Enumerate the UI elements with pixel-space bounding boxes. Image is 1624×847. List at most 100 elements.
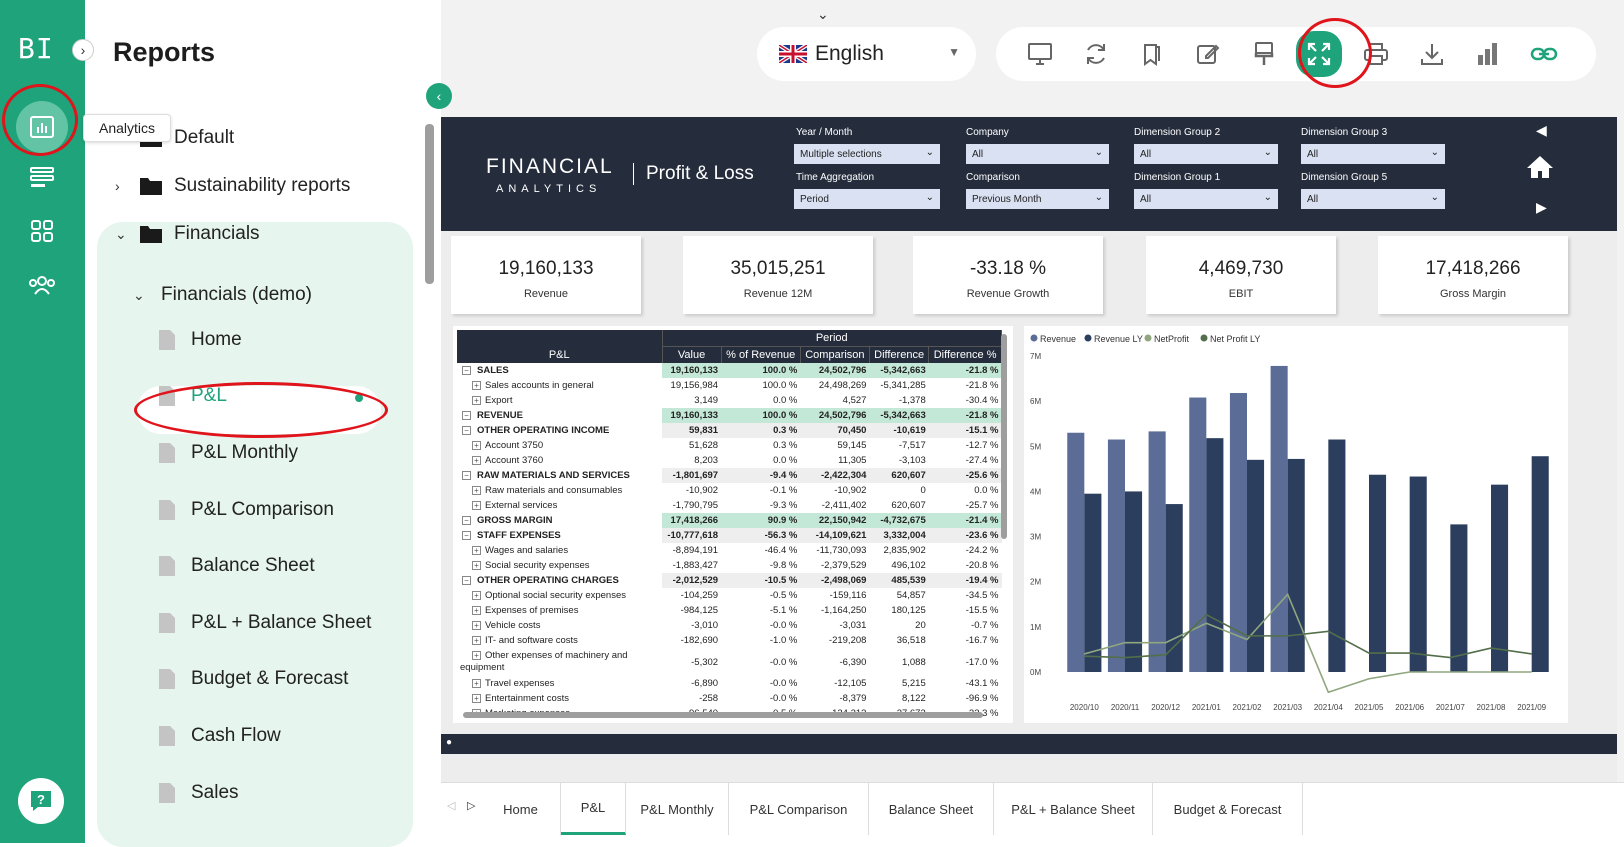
expand-row-icon[interactable]: + — [472, 606, 481, 615]
table-row[interactable]: − OTHER OPERATING CHARGES -2,012,529 -10.5 … — [457, 573, 1002, 588]
tab-balance-sheet[interactable]: Balance Sheet — [869, 783, 994, 835]
table-row[interactable]: + Raw materials and consumables -10,902 -0.… — [457, 483, 1002, 498]
table-row[interactable]: − STAFF EXPENSES -10,777,618 -56.3 % -14,109… — [457, 528, 1002, 543]
report-item[interactable]: P&L + Balance Sheet — [158, 612, 371, 634]
report-item[interactable]: Budget & Forecast — [158, 668, 348, 690]
collapse-row-icon[interactable]: − — [462, 471, 471, 480]
expand-row-icon[interactable]: + — [472, 561, 481, 570]
tab-p-l-comparison[interactable]: P&L Comparison — [729, 783, 869, 835]
table-row[interactable]: + Other expenses of machinery and equipme… — [457, 648, 1002, 676]
collapse-panel-button[interactable]: ‹ — [426, 83, 452, 109]
analyze-button[interactable] — [1470, 36, 1506, 72]
folder-item[interactable]: ⌄ Financials (demo) — [133, 284, 312, 306]
expand-row-icon[interactable]: + — [472, 694, 481, 703]
footer-info-icon[interactable]: ● — [446, 737, 453, 748]
column-header[interactable]: Comparison — [800, 346, 870, 363]
theme-button[interactable] — [1246, 36, 1282, 72]
filter-dropdown[interactable]: All ⌄ — [1301, 144, 1445, 164]
rail-list-button[interactable] — [22, 163, 62, 193]
report-item[interactable]: Balance Sheet — [158, 555, 315, 577]
tab-home[interactable]: Home — [481, 783, 561, 835]
chevron-down-icon[interactable]: ⌄ — [133, 286, 145, 303]
expand-row-icon[interactable]: + — [472, 679, 481, 688]
table-row[interactable]: + Export 3,149 0.0 % 4,527 -1,378 -30.4 % — [457, 393, 1002, 408]
tab-budget-forecast[interactable]: Budget & Forecast — [1153, 783, 1303, 835]
tab-scroll-right-icon[interactable]: ▷ — [467, 800, 476, 812]
expand-row-icon[interactable]: + — [472, 636, 481, 645]
table-row[interactable]: − OTHER OPERATING INCOME 59,831 0.3 % 70,450… — [457, 423, 1002, 438]
rail-analytics-button[interactable] — [16, 101, 68, 153]
help-button[interactable]: ? — [18, 778, 64, 824]
table-row[interactable]: + Expenses of premises -984,125 -5.1 % -1,16… — [457, 603, 1002, 618]
rail-expand-button[interactable]: › — [72, 39, 94, 61]
report-item[interactable]: P&L Monthly — [158, 442, 298, 464]
language-select[interactable]: English ▼ — [757, 27, 976, 81]
collapse-row-icon[interactable]: − — [462, 576, 471, 585]
filter-dropdown[interactable]: Period ⌄ — [794, 189, 940, 209]
filter-dropdown[interactable]: All ⌄ — [966, 144, 1109, 164]
table-v-scrollbar[interactable] — [1001, 334, 1007, 539]
expand-row-icon[interactable]: + — [472, 486, 481, 495]
column-header[interactable]: Difference — [869, 346, 930, 363]
share-link-button[interactable] — [1526, 36, 1562, 72]
table-row[interactable]: + Vehicle costs -3,010 -0.0 % -3,031 20 -0.7 % — [457, 618, 1002, 633]
tab-p-l-monthly[interactable]: P&L Monthly — [626, 783, 729, 835]
expand-row-icon[interactable]: + — [472, 546, 481, 555]
collapse-row-icon[interactable]: − — [462, 411, 471, 420]
table-row[interactable]: + Optional social security expenses -104,2… — [457, 588, 1002, 603]
chevron-down-icon[interactable]: ⌄ — [817, 6, 829, 22]
table-row[interactable]: + Wages and salaries -8,894,191 -46.4 % -11,… — [457, 543, 1002, 558]
table-h-scrollbar[interactable] — [463, 712, 983, 718]
report-item[interactable]: P&L — [158, 385, 363, 407]
present-button[interactable] — [1022, 36, 1058, 72]
table-row[interactable]: + Social security expenses -1,883,427 -9.8 … — [457, 558, 1002, 573]
next-page-icon[interactable]: ▶ — [1536, 199, 1547, 215]
expand-row-icon[interactable]: + — [472, 501, 481, 510]
column-header[interactable]: P&L — [457, 346, 663, 363]
expand-row-icon[interactable]: + — [472, 621, 481, 630]
expand-row-icon[interactable]: + — [472, 381, 481, 390]
expand-row-icon[interactable]: + — [472, 396, 481, 405]
column-header[interactable]: Value — [662, 346, 722, 363]
bookmark-button[interactable] — [1134, 36, 1170, 72]
refresh-button[interactable] — [1078, 36, 1114, 72]
table-row[interactable]: + External services -1,790,795 -9.3 % -2,411… — [457, 498, 1002, 513]
expand-row-icon[interactable]: + — [472, 651, 481, 660]
report-item[interactable]: P&L Comparison — [158, 499, 334, 521]
download-button[interactable] — [1414, 36, 1450, 72]
filter-dropdown[interactable]: All ⌄ — [1134, 144, 1278, 164]
collapse-row-icon[interactable]: − — [462, 531, 471, 540]
table-row[interactable]: − RAW MATERIALS AND SERVICES -1,801,697 -9.… — [457, 468, 1002, 483]
collapse-row-icon[interactable]: − — [462, 426, 471, 435]
expand-row-icon[interactable]: + — [472, 441, 481, 450]
expand-row-icon[interactable]: + — [472, 456, 481, 465]
edit-button[interactable] — [1190, 36, 1226, 72]
collapse-row-icon[interactable]: − — [462, 366, 471, 375]
report-item[interactable]: Home — [158, 329, 242, 351]
report-item[interactable]: Cash Flow — [158, 725, 281, 747]
table-row[interactable]: + Account 3750 51,628 0.3 % 59,145 -7,517 -12.… — [457, 438, 1002, 453]
column-header[interactable]: % of Revenue — [721, 346, 801, 363]
expand-row-icon[interactable]: + — [472, 591, 481, 600]
tab-p-l[interactable]: P&L — [561, 783, 626, 835]
table-row[interactable]: + Entertainment costs -258 -0.0 % -8,379 8,12… — [457, 691, 1002, 706]
tab-scroll-left-icon[interactable]: ◁ — [447, 800, 456, 812]
fullscreen-button[interactable] — [1296, 31, 1342, 77]
folder-item[interactable]: ⌄ Financials — [115, 223, 260, 245]
report-item[interactable]: Sales — [158, 782, 239, 804]
table-row[interactable]: + Travel expenses -6,890 -0.0 % -12,105 5,215… — [457, 676, 1002, 691]
table-row[interactable]: − REVENUE 19,160,133 100.0 % 24,502,796 -5,34… — [457, 408, 1002, 423]
table-row[interactable]: + IT- and software costs -182,690 -1.0 % -21… — [457, 633, 1002, 648]
chevron-down-icon[interactable]: ⌄ — [115, 225, 127, 242]
home-icon[interactable] — [1526, 154, 1554, 185]
table-row[interactable]: + Account 3760 8,203 0.0 % 11,305 -3,103 -27.4… — [457, 453, 1002, 468]
column-header[interactable]: Difference % — [928, 346, 1002, 363]
collapse-row-icon[interactable]: − — [462, 516, 471, 525]
table-row[interactable]: − GROSS MARGIN 17,418,266 90.9 % 22,150,942-… — [457, 513, 1002, 528]
tab-p-l-balance-sheet[interactable]: P&L + Balance Sheet — [994, 783, 1153, 835]
filter-dropdown[interactable]: All ⌄ — [1301, 189, 1445, 209]
tree-scrollbar[interactable] — [425, 124, 434, 284]
chevron-right-icon[interactable]: › — [115, 178, 120, 194]
prev-page-icon[interactable]: ◀ — [1536, 122, 1547, 138]
print-button[interactable] — [1358, 36, 1394, 72]
